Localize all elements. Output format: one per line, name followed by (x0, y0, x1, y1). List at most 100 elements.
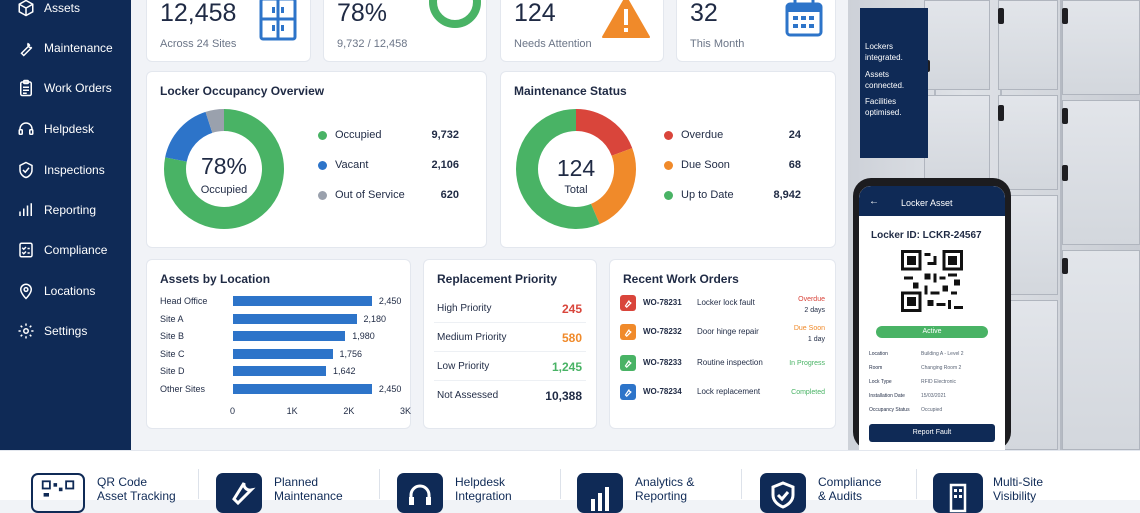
priority-label: Not Assessed (437, 390, 499, 401)
axis-tick-label: 2K (343, 406, 355, 416)
info-key: Location (869, 351, 888, 357)
divider (916, 469, 917, 499)
info-value: Occupied (921, 407, 943, 413)
legend-value: 2,106 (431, 159, 459, 171)
wrench-icon (216, 473, 262, 513)
legend-value: 9,732 (431, 129, 459, 141)
sidebar-item-reporting[interactable]: Reporting (0, 195, 131, 225)
wrench-icon (620, 295, 636, 311)
legend-dot (318, 161, 327, 170)
divider (434, 380, 586, 381)
dashboard-main: 12,458 Across 24 Sites 78% 9,732 / 12,45… (131, 0, 848, 450)
sidebar-item-compliance[interactable]: Compliance (0, 235, 131, 265)
headset-icon (397, 473, 443, 513)
recent-work-orders-card: Recent Work Orders WO-78231 Locker lock … (609, 259, 836, 429)
legend-dot (664, 161, 673, 170)
status-text: In Progress (789, 360, 825, 367)
report-fault-button[interactable]: Report Fault (869, 424, 995, 442)
qr-code-icon (31, 473, 85, 513)
wrench-icon (620, 324, 636, 340)
legend-dot (318, 131, 327, 140)
sidebar-item-work-orders[interactable]: Work Orders (0, 73, 131, 103)
bar-value-label: 2,180 (363, 313, 387, 324)
stat-card-attention[interactable]: 124 Needs Attention (500, 0, 664, 62)
locker-door (924, 0, 990, 90)
sidebar-item-label: Work Orders (44, 81, 112, 95)
stat-subtitle: Across 24 Sites (160, 38, 237, 50)
sidebar-item-settings[interactable]: Settings (0, 316, 131, 346)
card-title: Locker Occupancy Overview (160, 84, 325, 98)
stat-subtitle: 9,732 / 12,458 (337, 38, 408, 50)
stat-subtitle: Needs Attention (514, 38, 592, 50)
feature-label: Compliance & Audits (818, 475, 881, 503)
priority-value: 1,245 (551, 360, 582, 374)
sidebar-item-assets[interactable]: Assets (0, 0, 131, 23)
banner-line: Facilities optimised. (865, 97, 902, 117)
calendar-icon (785, 0, 823, 37)
work-order-row[interactable]: WO-78231 Locker lock fault Overdue 2 days (620, 294, 825, 314)
work-order-row[interactable]: WO-78232 Door hinge repair Due Soon 1 day (620, 323, 825, 343)
sidebar: Assets Maintenance Work Orders Helpdesk … (0, 0, 131, 450)
bar-category-label: Site C (160, 348, 185, 359)
work-order-id: WO-78231 (643, 298, 682, 307)
info-key: Room (869, 365, 883, 371)
info-value: RFID Electronic (921, 379, 957, 385)
status-text: Overdue (798, 296, 825, 303)
donut-slice (205, 109, 225, 133)
sidebar-item-inspections[interactable]: Inspections (0, 155, 131, 185)
divider (198, 469, 199, 499)
donut-center-value: 124 (556, 155, 596, 181)
phone-header-title: Locker Asset (901, 198, 953, 208)
bar (233, 348, 333, 359)
priority-label: Medium Priority (437, 332, 507, 343)
work-order-description: Locker lock fault (697, 298, 755, 307)
priority-label: Low Priority (437, 361, 490, 372)
bar (233, 313, 357, 324)
locker-door (1062, 100, 1140, 245)
bar-chart-icon (17, 201, 35, 219)
back-arrow-icon[interactable]: ← (869, 196, 879, 207)
sidebar-item-locations[interactable]: Locations (0, 276, 131, 306)
legend-value: 24 (788, 129, 801, 141)
work-order-row[interactable]: WO-78233 Routine inspection In Progress (620, 354, 825, 374)
card-title: Maintenance Status (514, 84, 627, 98)
locker-handle (998, 105, 1004, 121)
donut-slice (575, 109, 633, 157)
wrench-icon (620, 355, 636, 371)
feature-label: QR Code Asset Tracking (97, 475, 176, 503)
feature-line2: Integration (455, 489, 512, 503)
divider (434, 322, 586, 323)
stat-card-total-lockers[interactable]: 12,458 Across 24 Sites (146, 0, 311, 62)
building-icon (933, 473, 983, 513)
phone-mockup: ← Locker Asset Locker ID: LCKR-24567 Act… (853, 178, 1011, 450)
sidebar-item-label: Reporting (44, 203, 97, 217)
stat-card-this-month[interactable]: 32 This Month (676, 0, 836, 62)
phone-header: ← Locker Asset (859, 186, 1005, 216)
locker-door (998, 0, 1058, 90)
replacement-priority-card: Replacement Priority High Priority 245 M… (423, 259, 597, 429)
bar-category-label: Site D (160, 366, 185, 376)
sidebar-item-helpdesk[interactable]: Helpdesk (0, 114, 131, 144)
shield-check-icon (760, 473, 806, 513)
sidebar-item-label: Maintenance (44, 41, 113, 55)
bar-value-label: 1,642 (333, 366, 356, 376)
locker-door (1062, 0, 1140, 95)
sidebar-item-label: Compliance (44, 243, 108, 257)
work-order-row[interactable]: WO-78234 Lock replacement Completed (620, 383, 825, 403)
sidebar-item-label: Locations (44, 284, 96, 298)
feature-line1: Compliance (818, 475, 882, 489)
legend-label: Due Soon (681, 159, 730, 171)
stat-card-occupancy[interactable]: 78% 9,732 / 12,458 (323, 0, 487, 62)
promo-banner: Lockers integrated. Assets connected. Fa… (860, 8, 928, 158)
sidebar-item-label: Helpdesk (44, 122, 95, 136)
sidebar-item-maintenance[interactable]: Maintenance (0, 33, 131, 63)
locker-handle (998, 8, 1004, 24)
maintenance-card: Maintenance Status 124 Total Overdue 24 … (500, 71, 836, 248)
legend-label: Out of Service (335, 189, 405, 201)
bar-value-label: 2,450 (378, 383, 402, 394)
work-order-description: Routine inspection (697, 358, 763, 367)
info-value: 15/03/2021 (921, 393, 947, 399)
locker-handle (1062, 258, 1068, 274)
work-order-status: Overdue 2 days (798, 294, 825, 316)
warning-icon (602, 0, 650, 38)
